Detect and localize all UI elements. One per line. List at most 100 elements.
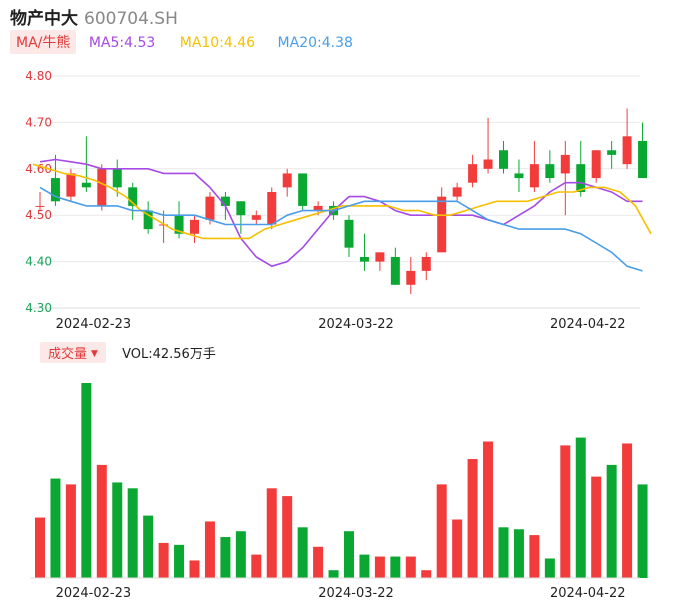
volume-bar xyxy=(421,570,432,578)
volume-bar xyxy=(513,529,524,578)
candle-body xyxy=(112,168,122,188)
candle-body xyxy=(174,215,184,234)
ma20-line xyxy=(39,186,643,272)
candle-body xyxy=(35,205,45,207)
volume-bar xyxy=(204,521,215,578)
volume-bar xyxy=(35,517,45,578)
volume-bar xyxy=(622,443,633,578)
volume-bar xyxy=(606,464,617,578)
candle-body xyxy=(282,173,292,188)
candle-body xyxy=(560,154,570,174)
volume-bar xyxy=(50,478,61,578)
candle-body xyxy=(66,173,76,197)
stock-code: 600704.SH xyxy=(84,9,178,29)
candles xyxy=(35,108,648,295)
date-tick-label: 2024-03-22 xyxy=(318,586,394,601)
price-tick-label: 4.60 xyxy=(25,162,52,176)
title-row: 物产中大 600704.SH xyxy=(10,4,178,29)
candle-body xyxy=(499,150,508,169)
candle-body xyxy=(483,159,493,169)
candle-body xyxy=(128,187,138,206)
volume-bar xyxy=(328,570,339,578)
candle-body xyxy=(344,219,354,248)
date-tick-label: 2024-03-22 xyxy=(318,317,394,332)
date-tick-label: 2024-04-22 xyxy=(550,317,626,332)
candle-body xyxy=(622,136,632,165)
volume-bar xyxy=(96,464,107,578)
volume-bar xyxy=(235,531,246,578)
price-tick-label: 4.50 xyxy=(25,208,52,222)
candle-body xyxy=(514,173,524,179)
ma-lines xyxy=(32,158,652,272)
volume-bar xyxy=(436,484,447,578)
ma10-line xyxy=(32,163,652,240)
candle-body xyxy=(468,164,478,183)
candle-body xyxy=(81,182,91,188)
volume-date-axis: 2024-02-23 2024-03-22 2024-04-22 xyxy=(56,586,626,601)
candle-body xyxy=(50,178,60,202)
volume-bar xyxy=(297,527,308,578)
candle-body xyxy=(143,210,153,230)
volume-bar xyxy=(112,482,123,578)
price-date-axis: 2024-02-23 2024-03-22 2024-04-22 xyxy=(56,317,626,332)
date-tick-label: 2024-04-22 xyxy=(550,586,626,601)
candle-body xyxy=(205,196,215,220)
volume-bar xyxy=(266,488,277,578)
volume-bar xyxy=(452,519,463,578)
volume-bar xyxy=(560,445,571,578)
volume-bars xyxy=(30,383,648,579)
candle-body xyxy=(159,224,169,226)
candle-body xyxy=(576,164,586,192)
volume-bar xyxy=(158,542,169,578)
price-tick-label: 4.80 xyxy=(25,69,52,83)
chevron-down-icon: ▼ xyxy=(91,349,98,359)
candle-body xyxy=(406,270,416,285)
ma20-legend: MA20:4.38 xyxy=(277,35,353,51)
volume-indicator-selector[interactable]: 成交量 ▼ xyxy=(40,342,106,363)
date-tick-label: 2024-02-23 xyxy=(56,317,132,332)
volume-bar xyxy=(189,560,200,578)
volume-bar xyxy=(529,535,540,578)
volume-bar xyxy=(498,527,509,578)
volume-bar xyxy=(143,515,154,578)
volume-bar xyxy=(313,546,324,578)
volume-bar xyxy=(637,484,648,578)
price-tick-label: 4.30 xyxy=(25,301,52,315)
volume-bar xyxy=(359,554,370,578)
volume-bar xyxy=(127,488,138,578)
volume-bar xyxy=(390,556,401,578)
volume-bar xyxy=(81,383,92,578)
volume-bar xyxy=(591,476,602,578)
candle-body xyxy=(97,168,107,206)
candle-body xyxy=(390,256,400,285)
candle-body xyxy=(452,187,462,197)
volume-bar xyxy=(251,554,262,578)
stock-name: 物产中大 xyxy=(10,9,78,29)
date-tick-label: 2024-02-23 xyxy=(56,586,132,601)
ma10-legend: MA10:4.46 xyxy=(179,35,256,51)
candle-body xyxy=(220,196,230,206)
candle-body xyxy=(190,219,199,234)
volume-bar xyxy=(174,544,185,578)
volume-bar xyxy=(467,459,478,578)
candle-body xyxy=(251,215,261,220)
candle-body xyxy=(437,196,447,253)
volume-value: VOL:42.56万手 xyxy=(122,347,216,362)
volume-bar xyxy=(374,556,385,578)
price-grid xyxy=(30,75,640,309)
volume-bar xyxy=(405,556,416,578)
volume-bar xyxy=(483,441,494,578)
ma-bull-bear-toggle[interactable]: MA/牛熊 xyxy=(10,30,77,54)
ma-legend: MA/牛熊 MA5:4.53 MA10:4.46 MA20:4.38 xyxy=(10,30,353,54)
volume-tab-label: 成交量 xyxy=(48,347,88,362)
volume-bar xyxy=(282,496,293,578)
candle-body xyxy=(298,173,308,206)
ma5-line xyxy=(39,158,643,268)
candle-body xyxy=(267,192,277,225)
candle-body xyxy=(236,201,246,216)
volume-bar xyxy=(544,558,555,578)
volume-bar xyxy=(220,537,231,578)
ma5-legend: MA5:4.53 xyxy=(88,35,156,51)
volume-bar xyxy=(344,531,354,578)
price-axis: 4.80 4.70 4.60 4.50 4.40 4.30 xyxy=(25,69,52,315)
